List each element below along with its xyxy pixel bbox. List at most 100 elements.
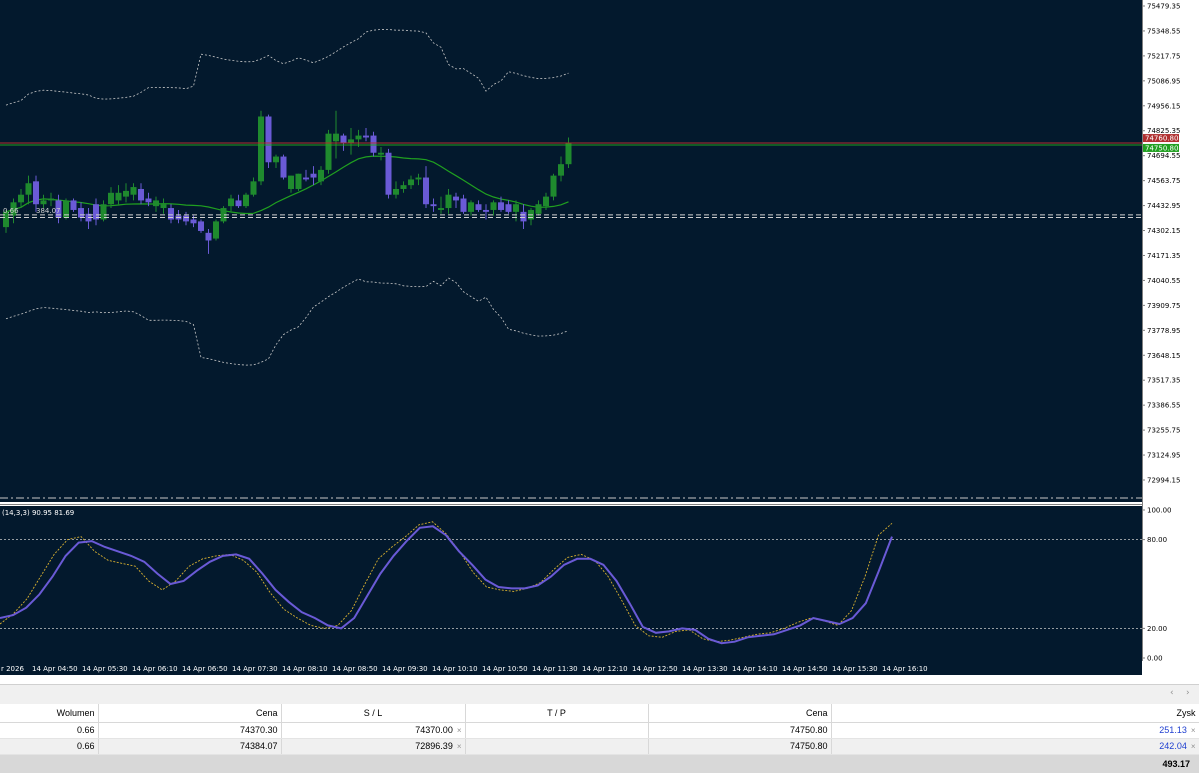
candle-body: [123, 190, 129, 197]
candle-body: [490, 202, 497, 210]
price-axis-label: 74432.95: [1147, 202, 1180, 210]
candle-body: [228, 198, 234, 207]
oscillator-axis-label: 80.00: [1147, 536, 1167, 544]
main-plot-background: [0, 0, 1142, 502]
scroll-left-arrow-icon[interactable]: ‹: [1170, 688, 1174, 698]
time-axis-label: 14 Apr 14:50: [782, 665, 828, 673]
close-position-icon[interactable]: ×: [1190, 742, 1196, 751]
table-row[interactable]: 0.66 74370.30 74370.00 × 74750.80 251.13 ×: [0, 722, 1199, 739]
oscillator-label: (14,3,3) 90.95 81.69: [2, 509, 74, 517]
clear-sl-icon[interactable]: ×: [456, 726, 462, 735]
upper-band-line: [5, 28, 569, 106]
candle-body: [370, 135, 377, 153]
row-current-price: 74750.80: [648, 738, 832, 755]
time-axis-label: 14 Apr 12:10: [582, 665, 628, 673]
candle-body: [280, 156, 287, 178]
table-total-row: 493.17: [0, 754, 1199, 773]
candle-body: [70, 200, 77, 210]
header-volume[interactable]: Wolumen: [0, 704, 99, 723]
candle-body: [460, 198, 467, 212]
candle-body: [333, 133, 339, 142]
row-sl-cell[interactable]: 74370.00 ×: [281, 722, 466, 739]
candle-body: [273, 156, 279, 163]
candle-body: [430, 204, 437, 207]
price-axis-label: 74956.15: [1147, 102, 1180, 110]
candle-body: [438, 208, 444, 210]
clear-sl-icon[interactable]: ×: [456, 742, 462, 751]
row-profit-cell: 242.04 ×: [831, 738, 1199, 755]
oscillator-axis-label: 0.00: [1147, 655, 1163, 663]
lower-band-line: [5, 277, 569, 366]
candle-body: [348, 139, 354, 144]
scroll-right-arrow-icon[interactable]: ›: [1186, 688, 1190, 698]
row-profit-cell: 251.13 ×: [831, 722, 1199, 739]
candle-body: [100, 204, 107, 220]
time-axis-label: 14 Apr 08:50: [332, 665, 378, 673]
price-chart[interactable]: 75479.35 75348.55 75217.75 75086.95 74956.15…: [0, 0, 1199, 684]
candle-body: [138, 188, 144, 201]
ask-price-tag: [1143, 134, 1179, 143]
candle-body: [483, 209, 489, 212]
header-tp[interactable]: T / P: [465, 704, 649, 723]
candle-body: [130, 187, 137, 195]
price-axis-label: 75217.75: [1147, 52, 1180, 60]
price-axis-label: 74171.35: [1147, 252, 1180, 260]
price-axis-label: 73386.55: [1147, 402, 1180, 410]
price-axis-label: 74302.15: [1147, 227, 1180, 235]
header-price[interactable]: Cena: [98, 704, 282, 723]
time-axis-label: r 2026: [1, 665, 24, 673]
row-sl: 72896.39: [415, 741, 453, 751]
row-profit: 242.04: [1159, 741, 1187, 751]
candle-body: [363, 135, 369, 138]
positions-table: Wolumen Cena S / L T / P Cena Zysk 0.66 …: [0, 704, 1199, 773]
candle-body: [355, 135, 362, 140]
header-profit[interactable]: Zysk: [831, 704, 1199, 723]
table-row[interactable]: 0.66 74384.07 72896.39 × 74750.80 242.04 ×: [0, 738, 1199, 755]
close-position-icon[interactable]: ×: [1190, 726, 1196, 735]
price-axis-label: 74694.55: [1147, 152, 1180, 160]
bid-price-tag: [1143, 143, 1179, 152]
table-header-row: Wolumen Cena S / L T / P Cena Zysk: [0, 704, 1199, 723]
candle-body: [468, 202, 474, 212]
candle-body: [160, 204, 167, 209]
price-axis-label: 73909.75: [1147, 302, 1180, 310]
price-axis-label: 74825.35: [1147, 127, 1180, 135]
chart-scroll-strip[interactable]: ‹ ›: [0, 684, 1199, 704]
time-axis-label: 14 Apr 05:30: [82, 665, 128, 673]
price-axis-label: 73255.75: [1147, 427, 1180, 435]
ask-price-text: 74760.80: [1145, 135, 1178, 143]
time-axis-label: 14 Apr 11:30: [532, 665, 578, 673]
oscillator-background: [0, 506, 1142, 661]
candle-body: [48, 198, 54, 201]
moving-average-line: [5, 155, 569, 215]
candle-body: [393, 188, 399, 195]
row-sl: 74370.00: [415, 725, 453, 735]
candle-body: [288, 175, 294, 189]
candle-body: [63, 200, 69, 218]
price-axis-label: 75348.55: [1147, 27, 1180, 35]
row-current-price: 74750.80: [648, 722, 832, 739]
time-axis-label: 14 Apr 13:30: [682, 665, 728, 673]
candle-body: [145, 198, 152, 203]
row-tp[interactable]: [465, 722, 649, 739]
row-tp[interactable]: [465, 738, 649, 755]
price-axis-label: 74040.55: [1147, 277, 1180, 285]
time-axis-label: 14 Apr 16:10: [882, 665, 928, 673]
candle-body: [265, 116, 272, 163]
candle-body: [520, 211, 527, 222]
chart-window[interactable]: 75479.35 75348.55 75217.75 75086.95 74956.15…: [0, 0, 1199, 684]
price-axis-label: 72994.15: [1147, 477, 1180, 485]
time-axis-label: 14 Apr 07:30: [232, 665, 278, 673]
candle-body: [243, 194, 249, 207]
candle-body: [325, 133, 332, 170]
header-sl[interactable]: S / L: [281, 704, 466, 723]
header-current-price[interactable]: Cena: [648, 704, 832, 723]
candle-body: [93, 204, 99, 220]
candle-body: [385, 152, 392, 195]
time-axis-label: 14 Apr 14:10: [732, 665, 778, 673]
price-axis-background: [1142, 0, 1199, 684]
row-sl-cell[interactable]: 72896.39 ×: [281, 738, 466, 755]
row-price: 74370.30: [98, 722, 282, 739]
candle-body: [498, 202, 504, 210]
row-profit: 251.13: [1159, 725, 1187, 735]
